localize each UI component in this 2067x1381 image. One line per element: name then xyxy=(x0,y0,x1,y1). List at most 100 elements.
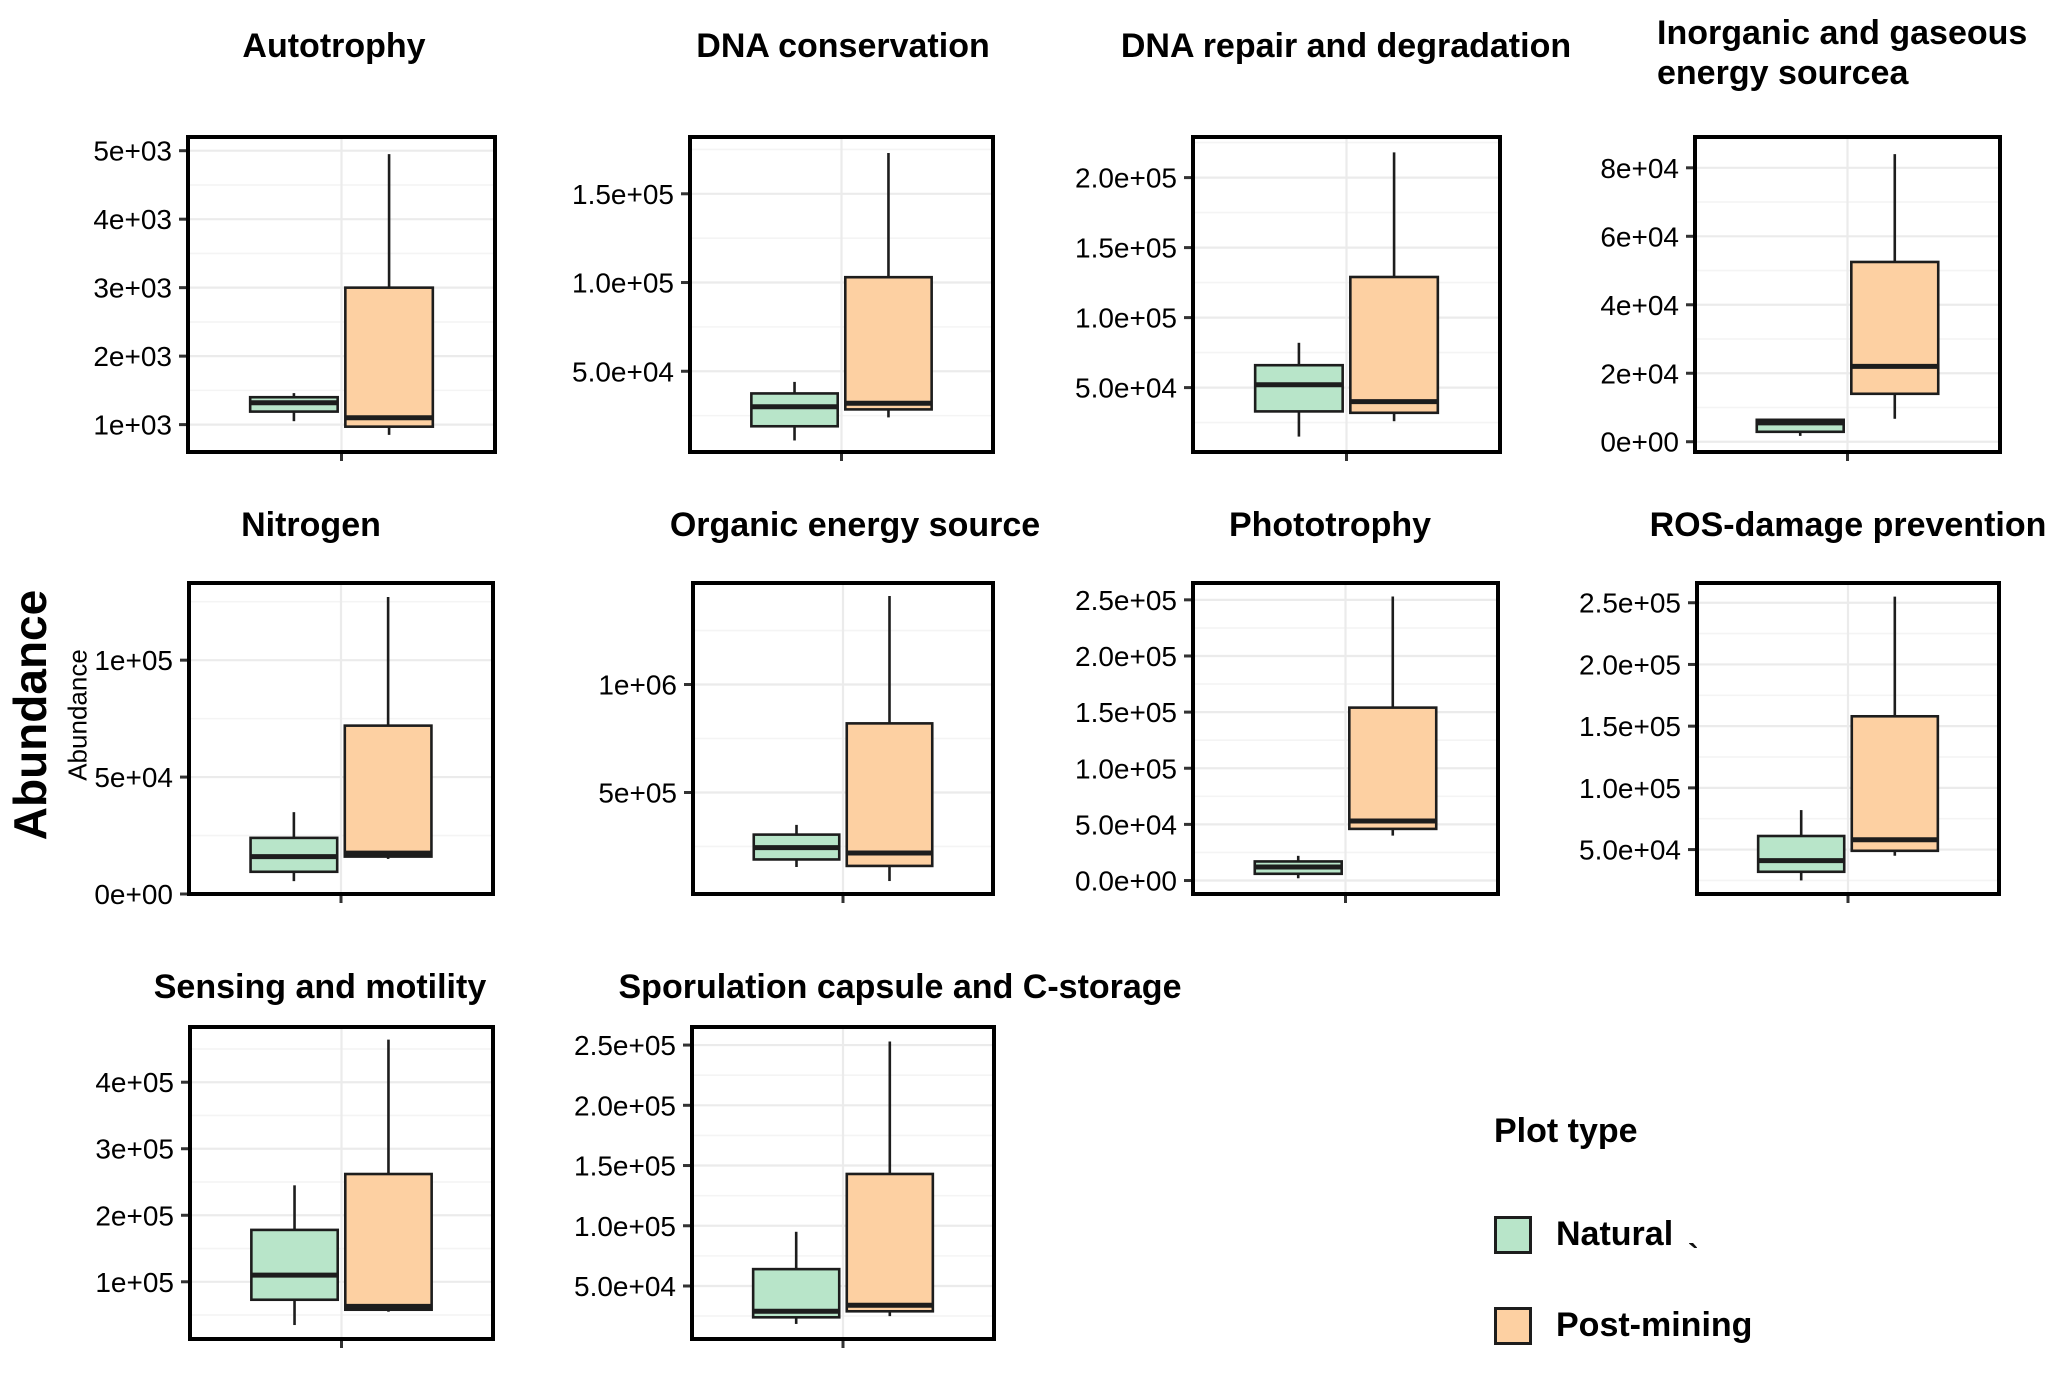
box-post-mining xyxy=(343,1039,433,1312)
y-tick-label: 2.0e+05 xyxy=(1579,649,1681,680)
y-tick-label: 2.5e+05 xyxy=(1075,585,1177,616)
panel-phototrophy: 0.0e+00 5.0e+04 1.0e+05 1.5e+05 2.0e+05 2.5e+… xyxy=(1075,506,1500,903)
box-post-mining xyxy=(1349,152,1440,422)
y-tick-label: 2e+05 xyxy=(95,1200,174,1231)
y-tick-label: 1.5e+05 xyxy=(1579,711,1681,742)
panel-border xyxy=(1693,135,2002,454)
panel-border xyxy=(1191,581,1500,896)
iqr-box xyxy=(1850,260,1940,396)
panel-title: Phototrophy xyxy=(1229,506,1431,544)
panel-border xyxy=(188,1025,495,1341)
box-post-mining xyxy=(343,597,433,859)
panel-title: Organic energy source xyxy=(670,506,1040,544)
y-tick-label: 5.0e+04 xyxy=(1075,373,1177,404)
iqr-box xyxy=(1349,275,1440,415)
y-tick-label: 2e+04 xyxy=(1600,358,1679,389)
legend-title: Plot type xyxy=(1494,1112,1638,1150)
inner-y-axis-label: Abundance xyxy=(62,649,93,781)
iqr-box xyxy=(845,722,934,868)
y-tick-label: 0e+00 xyxy=(1600,427,1679,458)
box-post-mining xyxy=(344,154,435,435)
iqr-box xyxy=(1253,363,1344,413)
iqr-box xyxy=(343,724,433,858)
y-tick-label: 5.0e+04 xyxy=(574,1271,676,1302)
box-natural xyxy=(249,812,339,882)
panel-title: Sensing and motility xyxy=(154,968,487,1006)
legend-swatch-natural xyxy=(1494,1215,1532,1254)
box-natural xyxy=(752,824,841,868)
y-tick-label: 1e+06 xyxy=(598,670,677,701)
iqr-box xyxy=(845,1172,935,1313)
box-natural xyxy=(248,393,339,422)
y-tick-label: 8e+04 xyxy=(1600,153,1679,184)
y-tick-label: 1.0e+05 xyxy=(1075,753,1177,784)
y-tick-label: 1.0e+05 xyxy=(1579,773,1681,804)
box-natural xyxy=(750,381,840,441)
y-tick-label: 1e+05 xyxy=(95,1267,174,1298)
y-tick-label: 5.0e+04 xyxy=(572,356,674,387)
y-tick-label: 1.5e+05 xyxy=(1075,233,1177,264)
panel-title: DNA conservation xyxy=(696,27,989,65)
panel-border xyxy=(688,135,995,454)
y-tick-label: 4e+03 xyxy=(93,204,172,235)
iqr-box xyxy=(1850,714,1940,853)
iqr-box xyxy=(343,1172,433,1312)
panel-sporulation-capsule-and-c-storage: 5.0e+04 1.0e+05 1.5e+05 2.0e+05 2.5e+05 Sporu… xyxy=(574,968,1181,1348)
legend-swatch-post-mining xyxy=(1494,1306,1532,1345)
panel-autotrophy: 1e+03 2e+03 3e+03 4e+03 5e+03 Autotrophy xyxy=(93,27,497,461)
outer-y-axis-label: Abundance xyxy=(4,589,56,841)
y-tick-label: 0e+00 xyxy=(94,879,173,910)
y-tick-label: 1.5e+05 xyxy=(1075,697,1177,728)
y-tick-label: 2e+03 xyxy=(93,341,172,372)
y-tick-label: 5e+03 xyxy=(93,136,172,167)
legend-label-natural: Natural xyxy=(1556,1215,1674,1253)
legend-item-post-mining: Post-mining xyxy=(1494,1306,1752,1345)
panel-border xyxy=(187,581,495,896)
panel-sensing-and-motility: 1e+05 2e+05 3e+05 4e+05 Sensing and motility xyxy=(95,968,495,1348)
panel-title: ROS-damage prevention xyxy=(1650,506,2047,544)
y-tick-label: 5.0e+04 xyxy=(1579,835,1681,866)
panel-organic-energy-source: 5e+05 1e+06 Organic energy source xyxy=(598,506,1040,903)
box-natural xyxy=(751,1231,841,1324)
y-tick-label: 3e+05 xyxy=(95,1134,174,1165)
y-tick-label: 2.0e+05 xyxy=(574,1090,676,1121)
box-post-mining xyxy=(845,595,934,882)
panel-dna-conservation: 5.0e+04 1.0e+05 1.5e+05 DNA conservation xyxy=(572,27,995,461)
panel-title: Inorganic and gaseous xyxy=(1657,14,2027,52)
panel-dna-repair-and-degradation: 5.0e+04 1.0e+05 1.5e+05 2.0e+05 DNA repair a… xyxy=(1075,27,1571,461)
iqr-box xyxy=(250,1228,340,1302)
panel-nitrogen: 0e+00 5e+04 1e+05 Nitrogen xyxy=(94,506,495,910)
iqr-box xyxy=(750,392,840,428)
y-tick-label: 2.0e+05 xyxy=(1075,163,1177,194)
box-post-mining xyxy=(843,152,933,418)
box-natural xyxy=(1755,418,1845,436)
box-natural xyxy=(250,1185,340,1326)
panel-title: energy sourcea xyxy=(1657,54,1909,92)
legend: Plot type Natural Post-mining xyxy=(1494,1112,1752,1345)
box-post-mining xyxy=(1850,154,1940,419)
panel-ros-damage-prevention: 5.0e+04 1.0e+05 1.5e+05 2.0e+05 2.5e+05 ROS-d… xyxy=(1579,506,2046,903)
y-tick-label: 1.0e+05 xyxy=(1075,303,1177,334)
panel-inorganic-and-gaseous-energy-sourcea: 0e+00 2e+04 4e+04 6e+04 8e+04 Inorganic and g… xyxy=(1600,14,2027,461)
y-tick-label: 1.5e+05 xyxy=(572,179,674,210)
iqr-box xyxy=(1756,834,1846,874)
panel-border xyxy=(690,1025,996,1341)
y-tick-label: 3e+03 xyxy=(93,273,172,304)
y-tick-label: 1.0e+05 xyxy=(574,1211,676,1242)
stray-mark: ` xyxy=(1688,1238,1699,1274)
box-post-mining xyxy=(1850,596,1940,856)
panel-title: DNA repair and degradation xyxy=(1121,27,1571,65)
y-tick-label: 1.0e+05 xyxy=(572,268,674,299)
y-tick-label: 0.0e+00 xyxy=(1075,866,1177,897)
y-tick-label: 4e+05 xyxy=(95,1067,174,1098)
iqr-box xyxy=(344,286,435,428)
y-tick-label: 2.0e+05 xyxy=(1075,641,1177,672)
y-tick-label: 4e+04 xyxy=(1600,290,1679,321)
y-tick-label: 5e+04 xyxy=(94,762,173,793)
panel-title: Sporulation capsule and C-storage xyxy=(619,968,1182,1006)
y-tick-label: 2.5e+05 xyxy=(574,1030,676,1061)
iqr-box xyxy=(843,275,933,411)
y-tick-label: 2.5e+05 xyxy=(1579,588,1681,619)
